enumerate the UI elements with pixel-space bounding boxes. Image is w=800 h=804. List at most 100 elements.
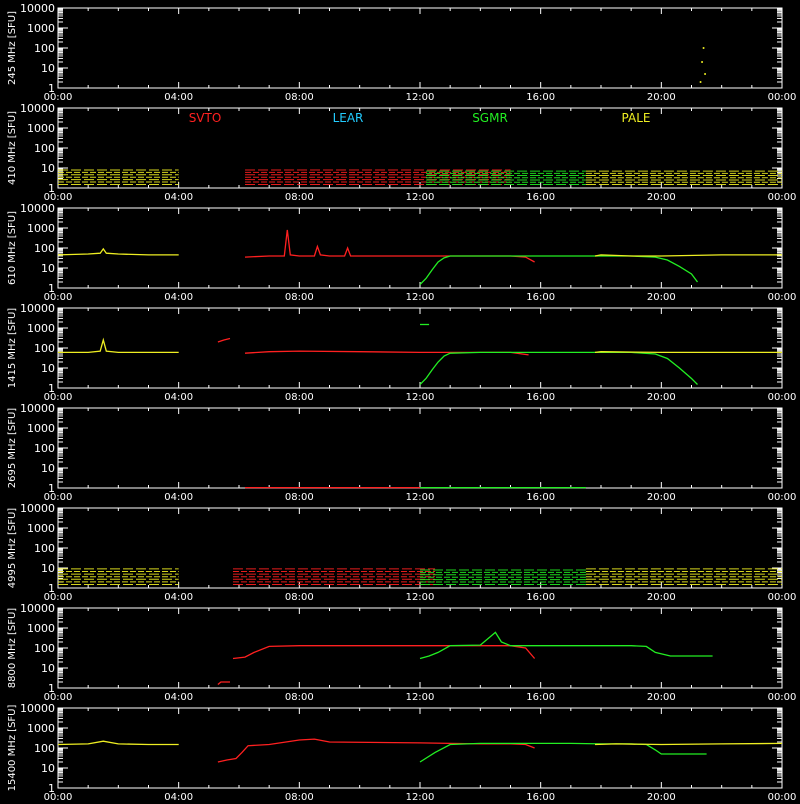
x-tick-label: 04:00 — [164, 392, 193, 403]
y-axis-label: 245 MHz [SFU] — [7, 11, 18, 85]
y-tick-label: 1 — [48, 182, 55, 195]
x-tick-label: 04:00 — [164, 492, 193, 503]
panel-frame — [57, 607, 783, 689]
y-axis-label: 4995 MHz [SFU] — [7, 508, 18, 589]
series-line-pale — [57, 247, 179, 256]
x-tick-label: 20:00 — [647, 492, 676, 503]
x-tick-label: 08:00 — [285, 792, 314, 800]
x-tick-label: 16:00 — [526, 492, 555, 503]
panel-frame — [57, 7, 783, 89]
data-point-pale — [702, 47, 705, 49]
x-tick-label: 20:00 — [647, 792, 676, 800]
y-tick-label: 100 — [34, 742, 55, 755]
y-tick-label: 100 — [34, 142, 55, 155]
series-line-sgmr — [419, 255, 699, 285]
x-tick-label: 12:00 — [406, 692, 435, 703]
x-tick-label: 12:00 — [406, 592, 435, 603]
y-tick-label: 10000 — [20, 202, 55, 215]
x-tick-label: 00:00 — [44, 692, 73, 703]
series-line-pale — [594, 742, 783, 746]
legend-sgmr: SGMR — [472, 111, 508, 125]
data-point-pale — [699, 80, 702, 83]
panel-frame — [57, 407, 783, 489]
y-tick-label: 10 — [41, 162, 55, 175]
x-tick-label: 08:00 — [285, 292, 314, 303]
x-tick-label: 04:00 — [164, 192, 193, 203]
series-line-sgmr — [419, 631, 713, 660]
data-point-pale — [701, 60, 704, 63]
x-tick-label: 16:00 — [526, 592, 555, 603]
y-tick-label: 1000 — [27, 722, 55, 735]
y-axis-label: 15400 MHz [SFU] — [7, 705, 18, 792]
x-tick-label: 08:00 — [285, 592, 314, 603]
series-line-pale — [594, 351, 782, 354]
y-tick-label: 10000 — [20, 702, 55, 715]
panel-frame — [57, 707, 783, 789]
y-tick-label: 1000 — [27, 22, 55, 35]
x-tick-label: 12:00 — [406, 292, 435, 303]
series-line-pale — [58, 337, 179, 354]
y-tick-label: 10000 — [20, 502, 55, 515]
x-tick-label: 08:00 — [285, 492, 314, 503]
series-line-pale — [57, 740, 179, 746]
y-tick-label: 1 — [48, 482, 55, 495]
y-tick-label: 1 — [48, 682, 55, 695]
x-tick-label: 16:00 — [526, 192, 555, 203]
y-tick-label: 1 — [48, 382, 55, 395]
x-tick-label: 00:00 — [768, 792, 797, 800]
y-tick-label: 1 — [48, 782, 55, 795]
x-tick-label: 16:00 — [526, 392, 555, 403]
y-axis-label: 610 MHz [SFU] — [7, 211, 18, 285]
x-tick-label: 16:00 — [526, 692, 555, 703]
y-tick-label: 10 — [41, 362, 55, 375]
x-tick-label: 04:00 — [164, 592, 193, 603]
x-tick-label: 08:00 — [285, 192, 314, 203]
panel-frame — [57, 307, 783, 389]
y-tick-label: 10000 — [20, 2, 55, 15]
legend-pale: PALE — [622, 111, 651, 125]
x-tick-label: 20:00 — [647, 592, 676, 603]
x-tick-label: 12:00 — [406, 792, 435, 800]
x-tick-label: 00:00 — [44, 792, 73, 800]
series-line-pale — [594, 254, 782, 257]
y-tick-label: 100 — [34, 642, 55, 655]
x-tick-label: 04:00 — [164, 692, 193, 703]
x-tick-label: 04:00 — [164, 92, 193, 103]
panel-frame — [57, 507, 783, 589]
y-tick-label: 10 — [41, 62, 55, 75]
x-tick-label: 20:00 — [647, 192, 676, 203]
series-line-svto — [244, 229, 535, 263]
x-tick-label: 00:00 — [768, 692, 797, 703]
x-tick-label: 16:00 — [526, 792, 555, 800]
series-line-sgmr — [419, 742, 707, 763]
y-axis-label: 410 MHz [SFU] — [7, 111, 18, 185]
y-tick-label: 1000 — [27, 222, 55, 235]
x-tick-label: 00:00 — [44, 192, 73, 203]
x-tick-label: 04:00 — [164, 792, 193, 800]
data-point-pale — [704, 73, 707, 76]
series-line-svto — [217, 681, 230, 685]
x-tick-label: 08:00 — [285, 392, 314, 403]
x-tick-label: 16:00 — [526, 92, 555, 103]
y-tick-label: 100 — [34, 242, 55, 255]
x-tick-label: 16:00 — [526, 292, 555, 303]
x-tick-label: 12:00 — [406, 92, 435, 103]
x-tick-label: 00:00 — [768, 92, 797, 103]
x-tick-label: 12:00 — [406, 192, 435, 203]
legend-lear: LEAR — [333, 111, 364, 125]
y-tick-label: 1 — [48, 582, 55, 595]
y-tick-label: 100 — [34, 342, 55, 355]
x-tick-label: 00:00 — [44, 392, 73, 403]
x-tick-label: 00:00 — [768, 492, 797, 503]
x-tick-label: 00:00 — [44, 492, 73, 503]
y-tick-label: 10 — [41, 662, 55, 675]
y-tick-label: 1 — [48, 282, 55, 295]
x-tick-label: 04:00 — [164, 292, 193, 303]
y-tick-label: 10 — [41, 762, 55, 775]
x-tick-label: 20:00 — [647, 292, 676, 303]
x-tick-label: 08:00 — [285, 692, 314, 703]
y-tick-label: 100 — [34, 542, 55, 555]
x-tick-label: 20:00 — [647, 92, 676, 103]
